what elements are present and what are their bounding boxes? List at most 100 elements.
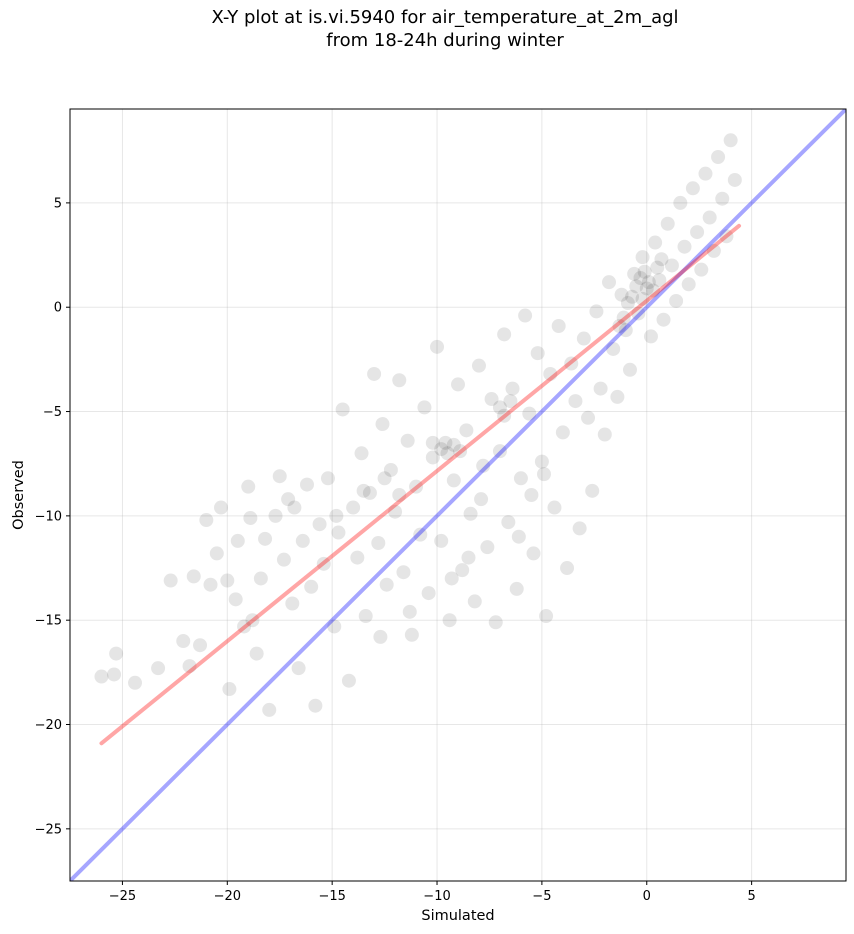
x-tick-label: −25 <box>109 889 136 904</box>
data-point <box>442 613 457 628</box>
regression-line <box>99 223 742 746</box>
data-point <box>182 659 197 674</box>
data-point <box>258 531 273 546</box>
y-axis-label: Observed <box>11 460 27 530</box>
data-point <box>497 327 512 342</box>
data-point <box>281 492 296 507</box>
data-point <box>308 698 323 713</box>
data-point <box>285 596 300 611</box>
x-tick-label: −10 <box>423 889 450 904</box>
data-point <box>383 462 398 477</box>
data-point <box>241 479 256 494</box>
data-point <box>304 579 319 594</box>
data-point <box>249 646 264 661</box>
data-point <box>610 389 625 404</box>
data-point <box>627 266 642 281</box>
data-point <box>551 318 566 333</box>
x-tick-label: 5 <box>747 889 755 904</box>
title-line-1: X-Y plot at is.vi.5940 for air_temperatu… <box>211 7 679 28</box>
data-point <box>377 471 392 486</box>
data-point <box>430 339 445 354</box>
data-point <box>331 525 346 540</box>
data-point <box>243 510 258 525</box>
data-point <box>711 149 726 164</box>
data-point <box>379 577 394 592</box>
data-point <box>576 331 591 346</box>
data-point <box>425 450 440 465</box>
data-point <box>652 273 667 288</box>
data-point <box>719 229 734 244</box>
data-point <box>614 287 629 302</box>
data-point <box>524 488 539 502</box>
data-point <box>320 471 335 486</box>
data-point <box>572 521 587 536</box>
data-point <box>650 260 665 275</box>
figure-title: X-Y plot at is.vi.5940 for air_temperatu… <box>0 6 854 52</box>
data-point <box>209 546 224 561</box>
y-tick-label: 5 <box>54 196 62 211</box>
data-point <box>480 540 495 555</box>
data-point <box>362 485 377 500</box>
axis-ticks: −25 −20 −15 −10 −5 0 5 −25 −20 −15 −10 −5 0 5 <box>35 196 756 904</box>
data-point <box>484 392 499 407</box>
data-point <box>327 619 342 634</box>
data-point <box>438 435 453 450</box>
data-point <box>616 310 631 325</box>
data-point <box>230 533 245 548</box>
data-point <box>497 408 512 423</box>
data-point <box>727 172 742 187</box>
data-point <box>354 446 369 461</box>
data-point <box>409 479 424 494</box>
data-point <box>262 702 277 717</box>
y-tick-label: −15 <box>35 614 62 629</box>
data-point <box>413 527 428 542</box>
data-point <box>375 417 390 432</box>
data-point <box>392 373 407 388</box>
data-point <box>471 358 486 373</box>
data-point <box>287 500 302 515</box>
data-point <box>673 195 688 210</box>
data-point <box>392 488 407 502</box>
x-axis-label: Simulated <box>421 908 494 924</box>
data-point <box>373 629 388 644</box>
data-point <box>654 252 669 267</box>
plot-frame <box>69 108 847 882</box>
data-point <box>295 533 310 548</box>
data-point <box>346 500 361 515</box>
data-point <box>639 281 654 296</box>
data-point <box>602 275 617 290</box>
data-point <box>253 571 268 586</box>
data-point <box>488 615 503 630</box>
data-point <box>417 400 432 415</box>
data-point <box>660 216 675 231</box>
data-point <box>193 638 208 653</box>
data-point <box>669 293 684 308</box>
y-tick-label: −5 <box>43 405 62 420</box>
y-tick-label: −20 <box>35 718 62 733</box>
data-point <box>109 646 124 661</box>
data-point <box>335 402 350 417</box>
data-point <box>568 394 583 409</box>
data-point <box>685 181 700 196</box>
data-point <box>446 437 461 452</box>
data-point <box>536 467 551 482</box>
data-point <box>677 239 692 254</box>
data-point <box>643 329 658 344</box>
data-point <box>530 346 545 361</box>
data-point <box>220 573 235 588</box>
x-tick-label: 0 <box>643 889 651 904</box>
data-point <box>329 508 344 523</box>
data-point <box>513 471 528 486</box>
data-point <box>637 264 652 279</box>
data-point <box>625 289 640 304</box>
data-point <box>367 366 382 381</box>
data-point <box>706 243 721 258</box>
x-tick-label: −20 <box>214 889 241 904</box>
data-point <box>522 406 537 421</box>
data-point <box>543 366 558 381</box>
data-point <box>451 377 465 392</box>
data-point <box>421 586 436 601</box>
data-point <box>467 594 482 609</box>
data-point <box>459 423 474 438</box>
